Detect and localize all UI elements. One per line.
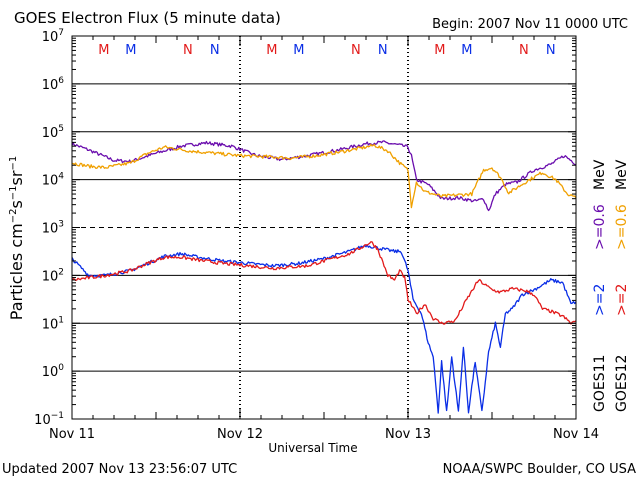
series-line xyxy=(71,140,577,212)
y-tick-label: 106 xyxy=(42,76,65,93)
local-time-marker: N xyxy=(210,43,220,58)
legend-group-label: GOES12 xyxy=(614,355,630,412)
ylabel-exponent: −1 xyxy=(8,185,19,200)
series-line xyxy=(71,143,577,209)
y-tick-label: 10−1 xyxy=(34,411,64,428)
legend-group-label: GOES11 xyxy=(592,355,608,412)
series-line xyxy=(71,244,577,414)
legend-lo-label: >=0.6 xyxy=(592,204,608,250)
local-time-marker: M xyxy=(461,43,472,58)
local-time-marker: M xyxy=(266,43,277,58)
local-time-marker: M xyxy=(434,43,445,58)
y-tick-label: 104 xyxy=(42,172,65,189)
y-tick-exponent: 3 xyxy=(58,220,64,230)
y-tick-exponent: 5 xyxy=(58,124,64,134)
series-line xyxy=(71,241,577,325)
x-tick-label: Nov 11 xyxy=(49,427,95,442)
x-axis-label: Universal Time xyxy=(268,441,357,455)
local-time-marker: N xyxy=(378,43,388,58)
local-time-marker: N xyxy=(546,43,556,58)
local-time-marker: N xyxy=(183,43,193,58)
ylabel-unit: s xyxy=(7,200,26,208)
y-tick-exponent: 1 xyxy=(58,315,64,325)
y-tick-label: 101 xyxy=(42,315,64,332)
credit-label: NOAA/SWPC Boulder, CO USA xyxy=(443,462,636,477)
ylabel-exponent: −2 xyxy=(8,209,19,224)
y-tick-label: 105 xyxy=(42,124,64,141)
legend-hi-label: >=2 xyxy=(592,284,608,316)
local-time-marker: M xyxy=(125,43,136,58)
begin-label: Begin: 2007 Nov 11 0000 UTC xyxy=(432,17,628,32)
y-tick-exponent: −1 xyxy=(51,411,64,421)
legend: GOES11 >=2 >=0.6 MeV GOES12 >=2 >=0.6 MeV xyxy=(592,159,630,412)
grid xyxy=(72,36,576,419)
data-series xyxy=(71,140,577,414)
local-time-marker: N xyxy=(519,43,529,58)
y-tick-exponent: 7 xyxy=(58,28,64,38)
local-time-marker: N xyxy=(351,43,361,58)
y-tick-exponent: 2 xyxy=(58,267,64,277)
y-tick-exponent: 0 xyxy=(58,363,64,373)
local-time-marker: M xyxy=(98,43,109,58)
y-tick-label: 107 xyxy=(42,28,64,45)
ylabel-unit: sr xyxy=(7,170,26,185)
legend-hi-label: >=2 xyxy=(614,284,630,316)
legend-lo-label: >=0.6 xyxy=(614,204,630,250)
updated-label: Updated 2007 Nov 13 23:56:07 UTC xyxy=(2,462,237,477)
y-tick-label: 103 xyxy=(42,220,64,237)
x-tick-label: Nov 14 xyxy=(553,427,599,442)
y-tick-label: 100 xyxy=(42,363,65,380)
x-tick-label: Nov 13 xyxy=(385,427,431,442)
legend-unit: MeV xyxy=(614,159,630,190)
y-tick-exponent: 4 xyxy=(58,172,64,182)
y-axis-label: Particles cm−2s−1sr−1 xyxy=(7,156,26,320)
x-tick-label: Nov 12 xyxy=(217,427,263,442)
y-tick-label: 102 xyxy=(42,267,64,284)
legend-unit: MeV xyxy=(592,159,608,190)
y-tick-exponent: 6 xyxy=(58,76,64,86)
local-time-marker: M xyxy=(293,43,304,58)
chart-title: GOES Electron Flux (5 minute data) xyxy=(14,9,281,27)
ylabel-exponent: −1 xyxy=(8,156,19,171)
